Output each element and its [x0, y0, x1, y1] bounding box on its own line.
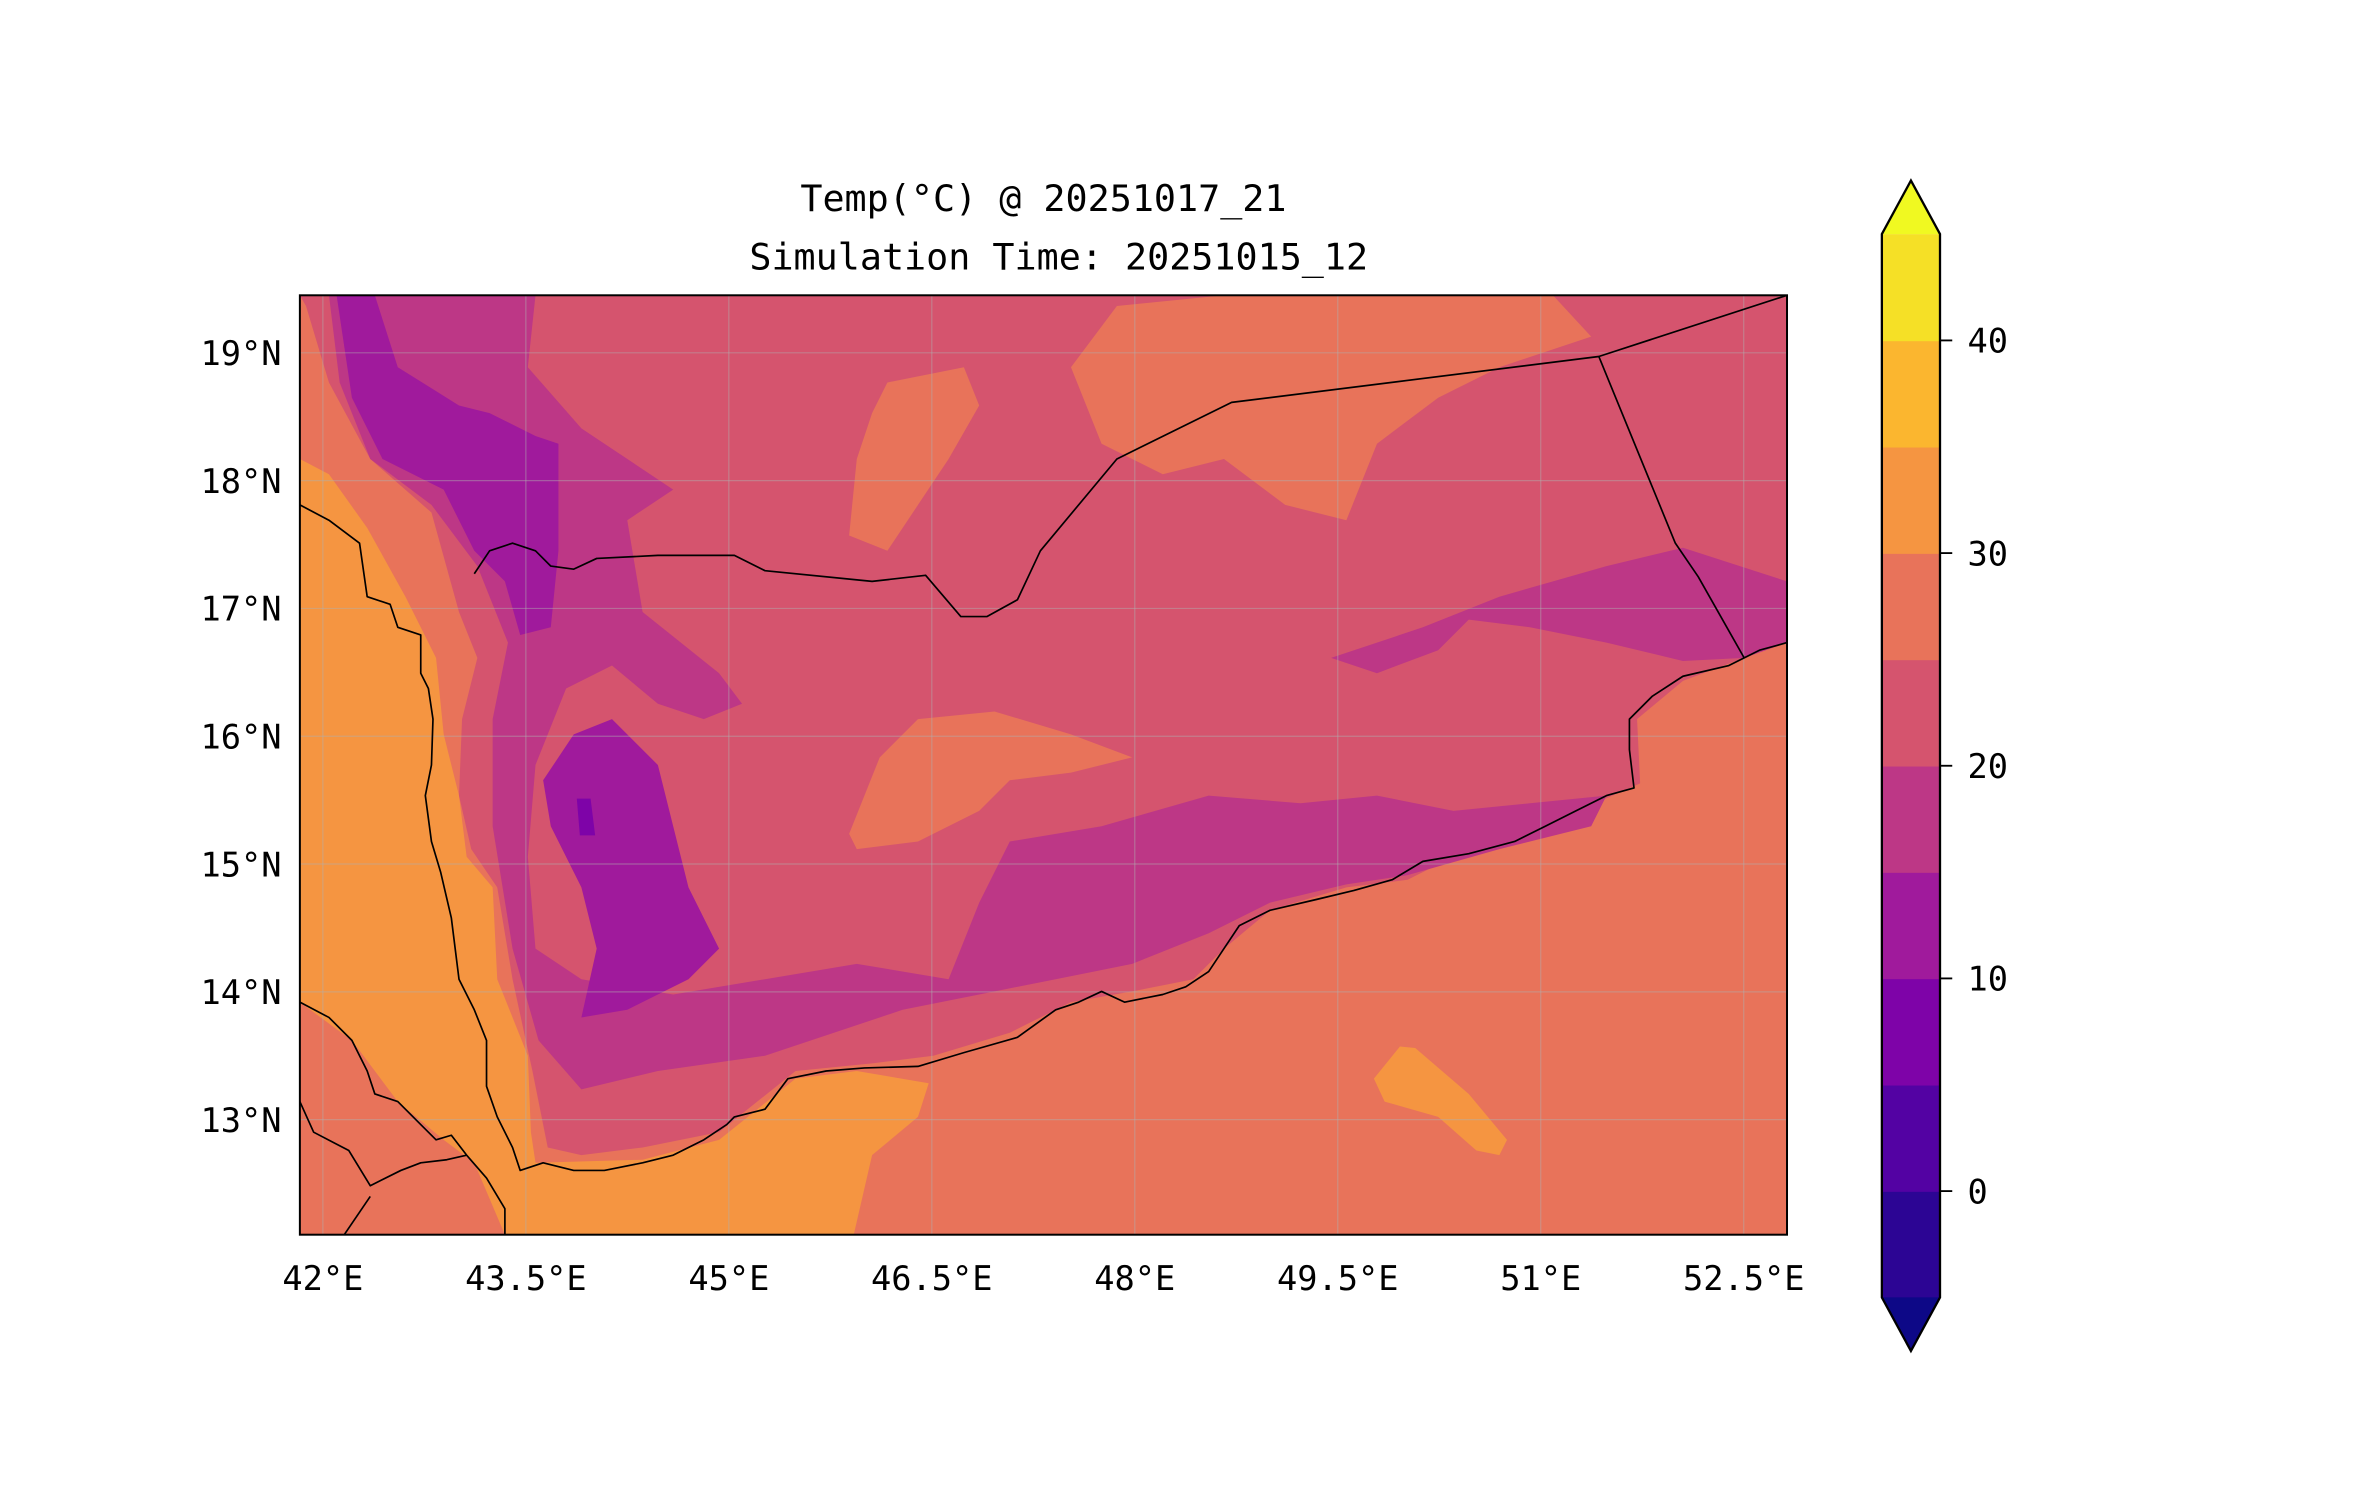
colorbar-band	[1881, 1191, 1941, 1299]
colorbar-tick-label: 30	[1968, 534, 2009, 573]
colorbar-tick-label: 0	[1968, 1172, 1988, 1211]
africa-border-2	[343, 1195, 371, 1235]
colorbar-tick-label: 10	[1968, 960, 2009, 999]
oman-border	[1598, 356, 1745, 659]
y-tick-label: 18°N	[200, 462, 281, 501]
y-tick-label: 15°N	[200, 845, 281, 884]
y-tick-label: 17°N	[200, 590, 281, 629]
land-15-20	[328, 295, 1607, 1090]
land-15-20-east	[1331, 547, 1788, 674]
x-tick-label: 45°E	[688, 1259, 769, 1298]
red-sea-30-35	[299, 458, 929, 1235]
land-25-30-central	[849, 711, 1133, 850]
gulf-warm-patch-30-35	[1373, 1046, 1508, 1156]
y-tick-label: 14°N	[200, 973, 281, 1012]
x-tick-label: 52.5°E	[1683, 1259, 1805, 1298]
africa-border	[299, 1101, 467, 1187]
land-10-15-central	[543, 719, 720, 1018]
x-tick-label: 48°E	[1094, 1259, 1175, 1298]
chart-title: Temp(°C) @ 20251017_21	[800, 177, 1286, 221]
saudi-yemen-border	[473, 295, 1788, 618]
y-tick-label: 16°N	[200, 717, 281, 756]
colorbar-tick-label: 40	[1968, 322, 2009, 361]
colorbar-band	[1881, 765, 1941, 873]
colorbar-band	[1881, 659, 1941, 767]
colorbar-band	[1881, 978, 1941, 1086]
africa-land-25-30	[299, 1002, 505, 1235]
colorbar-under-extension	[1881, 1297, 1941, 1351]
colorbar-tick-label: 20	[1968, 747, 2009, 786]
colorbar-band	[1881, 340, 1941, 448]
colorbar-band	[1881, 1084, 1941, 1192]
colorbar: 0 10 20 30 40	[1880, 178, 2009, 1354]
colorbar-outline	[1880, 178, 1942, 1354]
x-tick-label: 49.5°E	[1277, 1259, 1399, 1298]
africa-coastline	[299, 1001, 506, 1235]
land-5-10	[576, 798, 596, 836]
land-25-30-northeast	[1070, 295, 1592, 521]
map-frame	[298, 294, 1789, 1236]
colorbar-band	[1881, 234, 1941, 342]
colorbar-band	[1881, 553, 1941, 661]
chart-subtitle: Simulation Time: 20251015_12	[749, 235, 1368, 279]
colorbar-over-extension	[1881, 180, 1941, 235]
land-25-30-north	[849, 367, 980, 551]
map-area	[299, 295, 1788, 1235]
y-axis: 19°N 18°N 17°N 16°N 15°N 14°N 13°N	[200, 334, 281, 1140]
gridlines	[299, 295, 1788, 1235]
y-tick-label: 19°N	[200, 334, 281, 373]
arabia-coastline	[299, 504, 1788, 1172]
x-tick-label: 51°E	[1500, 1259, 1581, 1298]
y-tick-label: 13°N	[200, 1101, 281, 1140]
x-tick-label: 42°E	[282, 1259, 363, 1298]
colorbar-band	[1881, 872, 1941, 980]
colorbar-band	[1881, 446, 1941, 554]
x-axis: 42°E 43.5°E 45°E 46.5°E 48°E 49.5°E 51°E 52.5°E	[282, 1259, 1804, 1298]
land-10-15-north	[336, 295, 559, 635]
x-tick-label: 43.5°E	[465, 1259, 587, 1298]
x-tick-label: 46.5°E	[871, 1259, 993, 1298]
